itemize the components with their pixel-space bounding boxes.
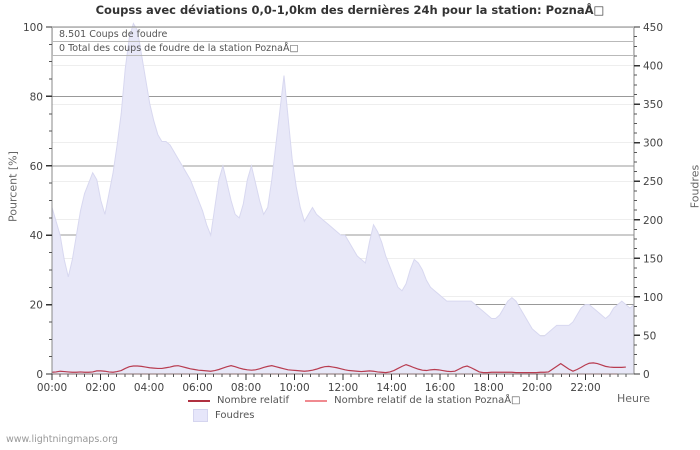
tick-label-x: 20:00	[522, 382, 552, 394]
tick-label-x: 18:00	[473, 382, 503, 394]
legend-row-2: Foudres	[188, 408, 537, 423]
tick-label-right: 300	[643, 138, 663, 150]
series-line-nombre-relatif	[51, 362, 626, 374]
y-axis-right-label: Foudres	[688, 164, 700, 209]
tick-label-right: 350	[643, 99, 663, 111]
tick-label-right: 0	[643, 369, 650, 381]
info-box: 8.501 Coups de foudre 0 Total des coups …	[52, 27, 634, 56]
tick-label-left: 20	[30, 300, 43, 312]
tick-label-right: 400	[643, 61, 663, 73]
chart-title: Coupss avec déviations 0,0-1,0km des der…	[95, 3, 605, 17]
tick-label-left: 40	[30, 230, 43, 242]
legend-swatch-line-station	[305, 399, 328, 402]
tick-label-x: 14:00	[376, 382, 406, 394]
tick-label-right: 100	[643, 292, 663, 304]
legend-label-nombre-relatif-station: Nombre relatif de la station PoznaÅ□	[334, 395, 521, 406]
tick-label-x: 16:00	[425, 382, 455, 394]
tick-label-x: 12:00	[328, 382, 358, 394]
info-box-station-strokes: 0 Total des coups de foudre de la statio…	[53, 41, 633, 54]
chart-legend: Nombre relatif Nombre relatif de la stat…	[188, 393, 537, 423]
legend-label-nombre-relatif: Nombre relatif	[217, 395, 290, 406]
tick-label-x: 22:00	[570, 382, 600, 394]
tick-label-right: 250	[643, 176, 663, 188]
series-area-foudres	[51, 22, 635, 375]
tick-label-left: 80	[30, 91, 43, 103]
tick-label-x: 02:00	[85, 382, 115, 394]
x-axis-label: Heure	[617, 392, 651, 405]
legend-label-foudres: Foudres	[215, 410, 255, 421]
legend-swatch-area-foudres	[193, 409, 208, 422]
tick-label-left: 0	[36, 369, 43, 381]
tick-label-left: 100	[23, 22, 43, 34]
legend-swatch-line-relative	[188, 399, 210, 402]
legend-item-foudres[interactable]: Foudres	[188, 409, 254, 422]
legend-item-nombre-relatif[interactable]: Nombre relatif	[188, 395, 289, 406]
legend-row-1: Nombre relatif Nombre relatif de la stat…	[188, 393, 537, 408]
y-axis-left-label: Pourcent [%]	[6, 151, 20, 222]
tick-label-x: 08:00	[231, 382, 261, 394]
tick-label-x: 06:00	[182, 382, 212, 394]
tick-label-right: 150	[643, 253, 663, 265]
tick-label-x: 04:00	[134, 382, 164, 394]
tick-label-left: 60	[30, 161, 43, 173]
tick-label-right: 200	[643, 215, 663, 227]
tick-label-right: 50	[643, 330, 656, 342]
legend-item-nombre-relatif-station[interactable]: Nombre relatif de la station PoznaÅ□	[305, 395, 521, 406]
tick-label-x: 00:00	[37, 382, 67, 394]
info-box-total-strokes: 8.501 Coups de foudre	[59, 29, 168, 40]
footer-url: www.lightningmaps.org	[6, 434, 118, 445]
tick-label-x: 10:00	[279, 382, 309, 394]
tick-label-right: 450	[643, 22, 663, 34]
